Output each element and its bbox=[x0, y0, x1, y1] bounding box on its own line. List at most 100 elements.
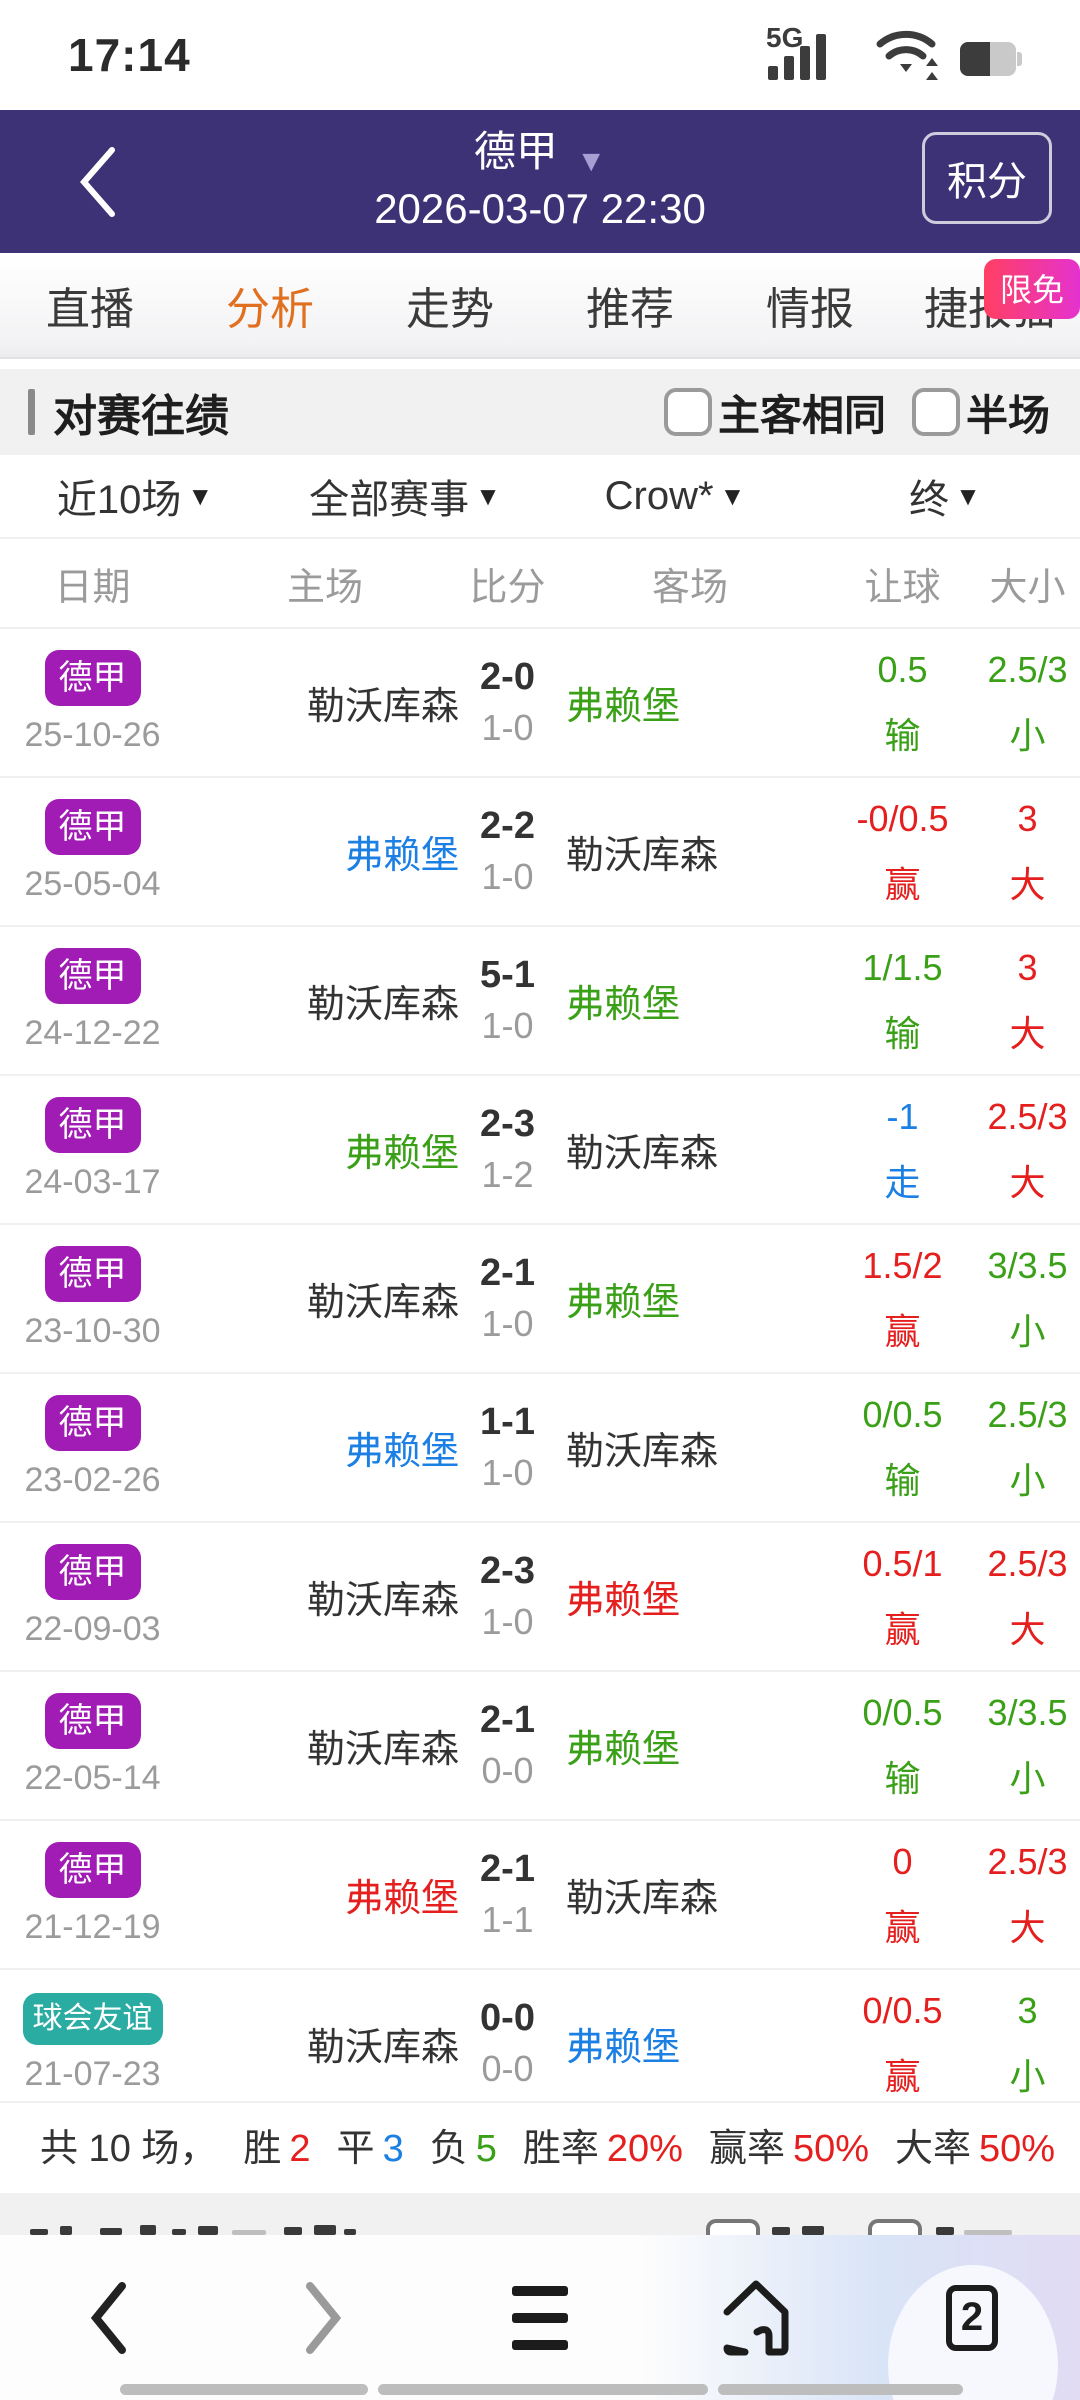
match-date: 22-09-03 bbox=[24, 1610, 161, 1649]
over-under-line: 2.5/3 bbox=[987, 1840, 1068, 1882]
fulltime-score: 5-1 bbox=[480, 954, 535, 996]
tab-直播[interactable]: 直播 bbox=[46, 285, 134, 334]
column-header: 大小 bbox=[989, 566, 1066, 609]
fulltime-score: 1-1 bbox=[480, 1401, 535, 1443]
league-selector[interactable]: 德甲 ▼ bbox=[0, 118, 1080, 179]
summary-value: 50% bbox=[792, 2127, 870, 2170]
nav-tabs-button[interactable]: 2 bbox=[912, 2258, 1032, 2378]
standings-button[interactable]: 积分 bbox=[922, 132, 1052, 224]
checkbox-item: 半场 bbox=[911, 382, 1050, 443]
home-cell: 勒沃库森 bbox=[185, 1569, 465, 1624]
date-cell: 德甲 24-03-17 bbox=[0, 1096, 185, 1203]
handicap-cell: -1 走 bbox=[830, 1097, 975, 1202]
tab-走势[interactable]: 走势 bbox=[406, 285, 494, 334]
home-cell: 弗赖堡 bbox=[185, 1867, 465, 1922]
handicap-line: 1/1.5 bbox=[862, 946, 943, 988]
filter-dropdown[interactable]: 全部赛事 ▼ bbox=[270, 455, 540, 537]
handicap-cell: 0/0.5 赢 bbox=[830, 1991, 975, 2096]
handicap-cell: 0.5/1 赢 bbox=[830, 1544, 975, 1649]
handicap-cell: 0/0.5 输 bbox=[830, 1395, 975, 1500]
halftime-score: 1-2 bbox=[481, 1154, 534, 1195]
match-row[interactable]: 德甲 22-05-14 勒沃库森 2-1 0-0 弗赖堡 0/0.5 输 3/3.5 小 bbox=[0, 1670, 1080, 1819]
nav-back-button[interactable] bbox=[48, 2258, 168, 2378]
home-team: 勒沃库森 bbox=[306, 1282, 459, 1324]
halftime-score: 1-0 bbox=[481, 1303, 534, 1344]
filter-dropdown[interactable]: 终 ▼ bbox=[810, 455, 1080, 537]
wifi-icon bbox=[876, 30, 938, 80]
home-team: 勒沃库森 bbox=[306, 686, 459, 728]
home-team: 弗赖堡 bbox=[344, 1133, 459, 1175]
home-team: 勒沃库森 bbox=[306, 1729, 459, 1771]
filter-label: 近10场 bbox=[56, 478, 182, 522]
away-cell: 勒沃库森 bbox=[550, 1122, 830, 1177]
over-under-line: 3 bbox=[1017, 1989, 1038, 2031]
match-row[interactable]: 德甲 25-10-26 勒沃库森 2-0 1-0 弗赖堡 0.5 输 2.5/3 小 bbox=[0, 627, 1080, 776]
away-team: 勒沃库森 bbox=[566, 835, 719, 877]
checkbox[interactable] bbox=[663, 388, 712, 436]
home-team: 弗赖堡 bbox=[344, 1878, 459, 1920]
halftime-score: 0-0 bbox=[481, 1750, 534, 1791]
match-row[interactable]: 德甲 24-12-22 勒沃库森 5-1 1-0 弗赖堡 1/1.5 输 3 大 bbox=[0, 925, 1080, 1074]
handicap-cell: 1.5/2 赢 bbox=[830, 1246, 975, 1351]
date-cell: 德甲 22-05-14 bbox=[0, 1692, 185, 1799]
away-cell: 弗赖堡 bbox=[550, 1569, 830, 1624]
home-team: 勒沃库森 bbox=[306, 1580, 459, 1622]
league-badge: 德甲 bbox=[44, 1245, 141, 1303]
summary-value: 3 bbox=[382, 2127, 404, 2170]
over-under-line: 2.5/3 bbox=[987, 1095, 1068, 1137]
match-row[interactable]: 德甲 23-10-30 勒沃库森 2-1 1-0 弗赖堡 1.5/2 赢 3/3.5 小 bbox=[0, 1223, 1080, 1372]
handicap-line: 0.5 bbox=[877, 648, 928, 690]
menu-icon bbox=[512, 2285, 568, 2350]
table-header: 日期 主场 比分 客场 让球 大小 bbox=[0, 539, 1080, 627]
filter-label: 全部赛事 bbox=[309, 478, 470, 522]
date-cell: 德甲 21-12-19 bbox=[0, 1841, 185, 1948]
back-icon[interactable] bbox=[70, 144, 130, 220]
column-header: 比分 bbox=[469, 566, 546, 609]
date-cell: 德甲 25-10-26 bbox=[0, 649, 185, 756]
tab-情报[interactable]: 情报 bbox=[766, 285, 854, 334]
over-under-result: 小 bbox=[1009, 1757, 1046, 1799]
tab-分析[interactable]: 分析 bbox=[226, 285, 314, 334]
fulltime-score: 2-1 bbox=[480, 1848, 535, 1890]
checkbox[interactable] bbox=[911, 388, 960, 436]
match-row[interactable]: 德甲 24-03-17 弗赖堡 2-3 1-2 勒沃库森 -1 走 2.5/3 大 bbox=[0, 1074, 1080, 1223]
match-row[interactable]: 德甲 23-02-26 弗赖堡 1-1 1-0 勒沃库森 0/0.5 输 2.5/3 小 bbox=[0, 1372, 1080, 1521]
score-cell: 2-2 1-0 bbox=[465, 805, 550, 898]
away-team: 弗赖堡 bbox=[566, 686, 681, 728]
filter-dropdown[interactable]: Crow* ▼ bbox=[540, 455, 810, 537]
browser-nav-bar: 2 bbox=[0, 2235, 1080, 2400]
handicap-result: 走 bbox=[884, 1161, 921, 1203]
filter-dropdown[interactable]: 近10场 ▼ bbox=[0, 455, 270, 537]
match-row[interactable]: 球会友谊 21-07-23 勒沃库森 0-0 0-0 弗赖堡 0/0.5 赢 3 小 bbox=[0, 1968, 1080, 2117]
handicap-result: 赢 bbox=[884, 863, 921, 905]
filter-label: 终 bbox=[909, 478, 950, 522]
promo-badge: 限免 bbox=[983, 259, 1080, 319]
nav-menu-button[interactable] bbox=[480, 2258, 600, 2378]
clipped-section-fragments bbox=[0, 2193, 1080, 2235]
handicap-cell: 0.5 输 bbox=[830, 650, 975, 755]
tab-推荐[interactable]: 推荐 bbox=[586, 285, 674, 334]
summary-label: 负 bbox=[429, 2127, 468, 2170]
match-row[interactable]: 德甲 21-12-19 弗赖堡 2-1 1-1 勒沃库森 0 赢 2.5/3 大 bbox=[0, 1819, 1080, 1968]
away-cell: 勒沃库森 bbox=[550, 824, 830, 879]
match-row[interactable]: 德甲 25-05-04 弗赖堡 2-2 1-0 勒沃库森 -0/0.5 赢 3 大 bbox=[0, 776, 1080, 925]
section-title: 对赛往绩 bbox=[53, 392, 229, 441]
score-cell: 0-0 0-0 bbox=[465, 1997, 550, 2090]
status-bar: 17:14 5G bbox=[0, 0, 1080, 110]
match-table: 德甲 25-10-26 勒沃库森 2-0 1-0 弗赖堡 0.5 输 2.5/3 小德甲 25-05… bbox=[0, 627, 1080, 2117]
league-badge: 德甲 bbox=[44, 1692, 141, 1750]
over-under-result: 大 bbox=[1009, 863, 1046, 905]
away-team: 弗赖堡 bbox=[566, 2027, 681, 2069]
checkbox-label: 半场 bbox=[965, 391, 1050, 439]
match-date: 25-10-26 bbox=[24, 716, 161, 755]
halftime-score: 1-0 bbox=[481, 707, 534, 748]
nav-forward-button[interactable] bbox=[264, 2258, 384, 2378]
nav-home-button[interactable] bbox=[696, 2258, 816, 2378]
match-date: 24-03-17 bbox=[24, 1163, 161, 1202]
date-cell: 德甲 22-09-03 bbox=[0, 1543, 185, 1650]
handicap-result: 输 bbox=[884, 1757, 921, 1799]
league-badge: 德甲 bbox=[44, 649, 141, 707]
match-row[interactable]: 德甲 22-09-03 勒沃库森 2-3 1-0 弗赖堡 0.5/1 赢 2.5/3 大 bbox=[0, 1521, 1080, 1670]
app-header: 德甲 ▼ 2026-03-07 22:30 积分 bbox=[0, 110, 1080, 253]
